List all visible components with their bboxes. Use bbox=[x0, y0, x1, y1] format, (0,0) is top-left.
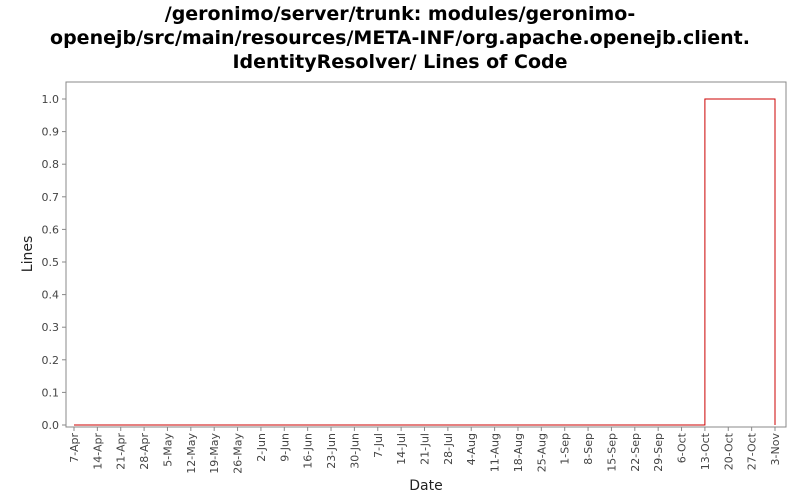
chart-title-line-1: /geronimo/server/trunk: modules/geronimo… bbox=[164, 3, 636, 25]
x-tick-label: 4-Aug bbox=[465, 433, 478, 465]
x-tick-label: 9-Jun bbox=[278, 433, 291, 462]
x-tick-label: 1-Sep bbox=[559, 433, 572, 465]
y-tick-label: 0.3 bbox=[42, 321, 60, 334]
y-axis: 0.0 0.1 0.2 0.3 0.4 0.5 0.6 0.7 0.8 0.9 1.0 bbox=[42, 93, 66, 432]
chart-title-line-3: IdentityResolver/ Lines of Code bbox=[232, 51, 568, 73]
y-tick-label: 0.2 bbox=[42, 354, 60, 367]
y-tick-label: 0.6 bbox=[42, 223, 60, 236]
x-tick-label: 2-Jun bbox=[255, 433, 268, 462]
x-axis: 7-Apr 14-Apr 21-Apr 28-Apr 5-May 12-May 19-May… bbox=[68, 427, 782, 474]
x-tick-label: 6-Oct bbox=[676, 432, 689, 463]
y-tick-label: 0.5 bbox=[42, 256, 60, 269]
x-axis-label: Date bbox=[409, 478, 442, 494]
x-tick-label: 25-Aug bbox=[535, 433, 548, 472]
chart-title-line-2: openejb/src/main/resources/META-INF/org.… bbox=[50, 27, 750, 49]
x-tick-label: 28-Jul bbox=[442, 433, 455, 465]
x-tick-label: 28-Apr bbox=[138, 433, 151, 470]
x-tick-label: 20-Oct bbox=[722, 432, 735, 470]
x-tick-label: 30-Jun bbox=[348, 433, 361, 469]
x-tick-label: 3-Nov bbox=[769, 433, 782, 466]
x-tick-label: 19-May bbox=[208, 433, 221, 474]
x-tick-label: 23-Jun bbox=[325, 433, 338, 469]
chart-title: /geronimo/server/trunk: modules/geronimo… bbox=[0, 2, 800, 74]
x-tick-label: 14-Apr bbox=[91, 433, 104, 470]
y-tick-label: 0.4 bbox=[42, 289, 60, 302]
y-tick-label: 0.0 bbox=[42, 419, 60, 432]
plot-area bbox=[65, 81, 787, 428]
y-tick-label: 0.7 bbox=[42, 191, 60, 204]
x-tick-label: 12-May bbox=[185, 433, 198, 474]
y-tick-label: 0.8 bbox=[42, 158, 60, 171]
series-layer bbox=[74, 98, 776, 426]
series-line bbox=[74, 98, 776, 426]
x-tick-label: 16-Jun bbox=[302, 433, 315, 469]
x-tick-label: 7-Apr bbox=[68, 433, 81, 463]
y-tick-label: 1.0 bbox=[42, 93, 60, 106]
x-tick-label: 18-Aug bbox=[512, 433, 525, 472]
x-tick-label: 15-Sep bbox=[605, 433, 618, 472]
x-tick-label: 11-Aug bbox=[489, 433, 502, 472]
x-tick-label: 14-Jul bbox=[395, 433, 408, 465]
x-tick-label: 7-Jul bbox=[372, 433, 385, 458]
x-tick-label: 21-Jul bbox=[419, 433, 432, 465]
x-tick-label: 21-Apr bbox=[115, 433, 128, 470]
x-tick-label: 29-Sep bbox=[652, 433, 665, 472]
x-tick-label: 27-Oct bbox=[746, 432, 759, 470]
x-tick-label: 5-May bbox=[161, 433, 174, 467]
x-tick-label: 13-Oct bbox=[699, 432, 712, 470]
x-tick-label: 22-Sep bbox=[629, 433, 642, 472]
y-axis-label: Lines bbox=[20, 236, 36, 272]
y-tick-label: 0.1 bbox=[42, 386, 60, 399]
x-tick-label: 26-May bbox=[232, 433, 245, 474]
y-tick-label: 0.9 bbox=[42, 126, 60, 139]
x-tick-label: 8-Sep bbox=[582, 433, 595, 465]
